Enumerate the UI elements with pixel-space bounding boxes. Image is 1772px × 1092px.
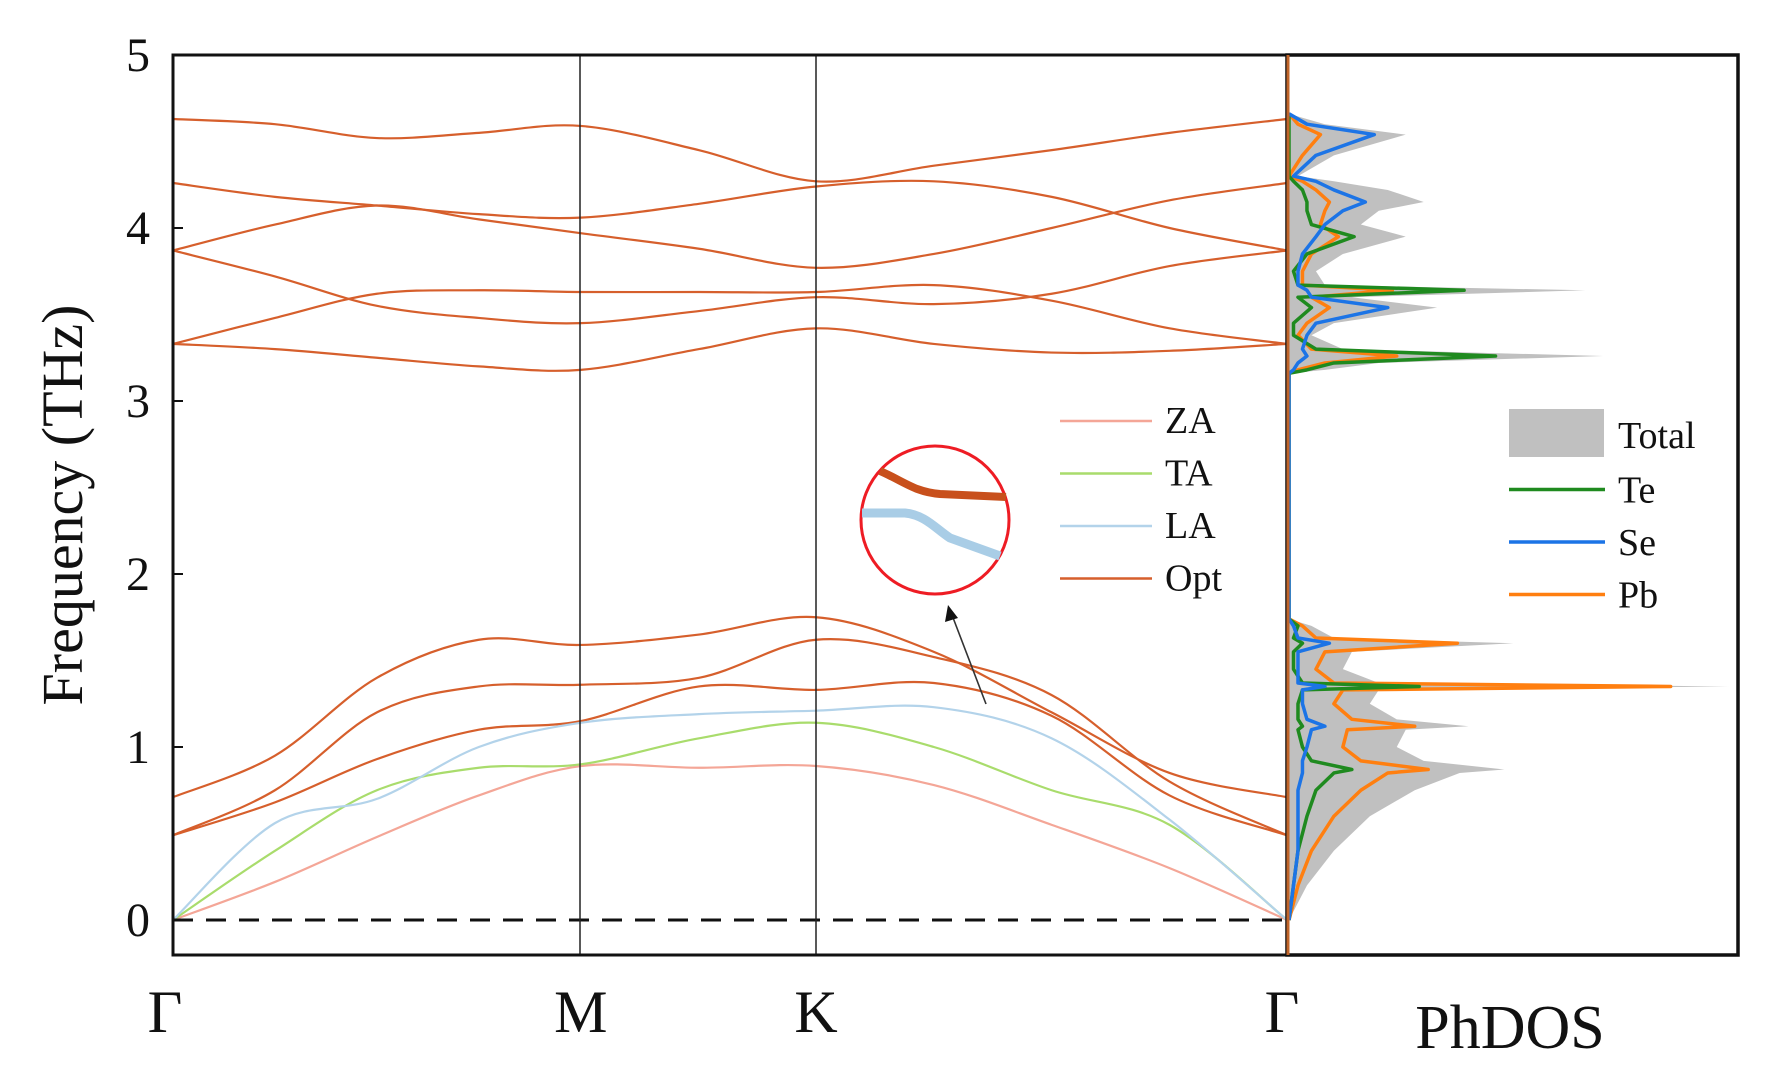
inset-arrow-head xyxy=(945,605,958,622)
band-la-1 xyxy=(172,704,1288,921)
dos-se-line xyxy=(1287,112,1390,921)
dos-te-line xyxy=(1287,113,1498,921)
legend-label-pb: Pb xyxy=(1618,575,1658,617)
y-tick-label: 0 xyxy=(126,894,150,947)
inset-la-branch xyxy=(862,508,1002,561)
legend-label-za: ZA xyxy=(1165,400,1216,442)
y-tick-labels: 0 1 2 3 4 5 xyxy=(126,29,183,947)
legend-label-ta: TA xyxy=(1165,453,1213,495)
band-opt-1 xyxy=(172,615,1288,799)
y-tick-label: 2 xyxy=(126,548,150,601)
phdos-curves xyxy=(1287,112,1730,921)
band-opt-9 xyxy=(172,117,1288,183)
y-tick-label: 4 xyxy=(126,202,150,255)
x-tick-label-2: K xyxy=(794,979,837,1045)
dos-total-area xyxy=(1289,113,1730,920)
band-legend: ZA TA LA Opt xyxy=(1060,400,1222,600)
y-tick-label: 1 xyxy=(126,721,150,774)
band-opt-5 xyxy=(172,283,1288,346)
x-tick-label-0: Γ xyxy=(148,979,183,1045)
band-opt-3 xyxy=(172,680,1288,837)
legend-swatch-total xyxy=(1509,409,1604,457)
legend-label-se: Se xyxy=(1618,522,1656,564)
y-axis-label: Frequency (THz) xyxy=(30,305,95,706)
x-tick-label-3: Γ xyxy=(1265,979,1300,1045)
legend-label-la: LA xyxy=(1165,505,1216,547)
band-opt-8 xyxy=(172,179,1288,252)
dos-legend: Total Te Se Pb xyxy=(1509,409,1696,617)
band-opt-2 xyxy=(172,638,1288,837)
inset-optical-branch xyxy=(878,467,1007,501)
y-tick-label: 5 xyxy=(126,29,150,82)
magnifier-inset xyxy=(859,444,1011,705)
band-ta-1 xyxy=(172,721,1288,921)
band-za-1 xyxy=(172,763,1288,922)
band-opt-4 xyxy=(172,327,1288,372)
inset-arrow-line xyxy=(951,614,987,705)
legend-label-total: Total xyxy=(1618,415,1696,457)
band-panel-frame xyxy=(171,53,1289,957)
x-tick-label-1: M xyxy=(554,979,607,1045)
legend-label-te: Te xyxy=(1618,470,1655,512)
band-opt-7 xyxy=(172,181,1288,269)
band-opt-6 xyxy=(172,249,1288,325)
band-structure-lines xyxy=(172,117,1288,922)
legend-label-opt: Opt xyxy=(1165,558,1222,600)
y-tick-label: 3 xyxy=(126,375,150,428)
dos-axis-label: PhDOS xyxy=(1415,994,1605,1062)
